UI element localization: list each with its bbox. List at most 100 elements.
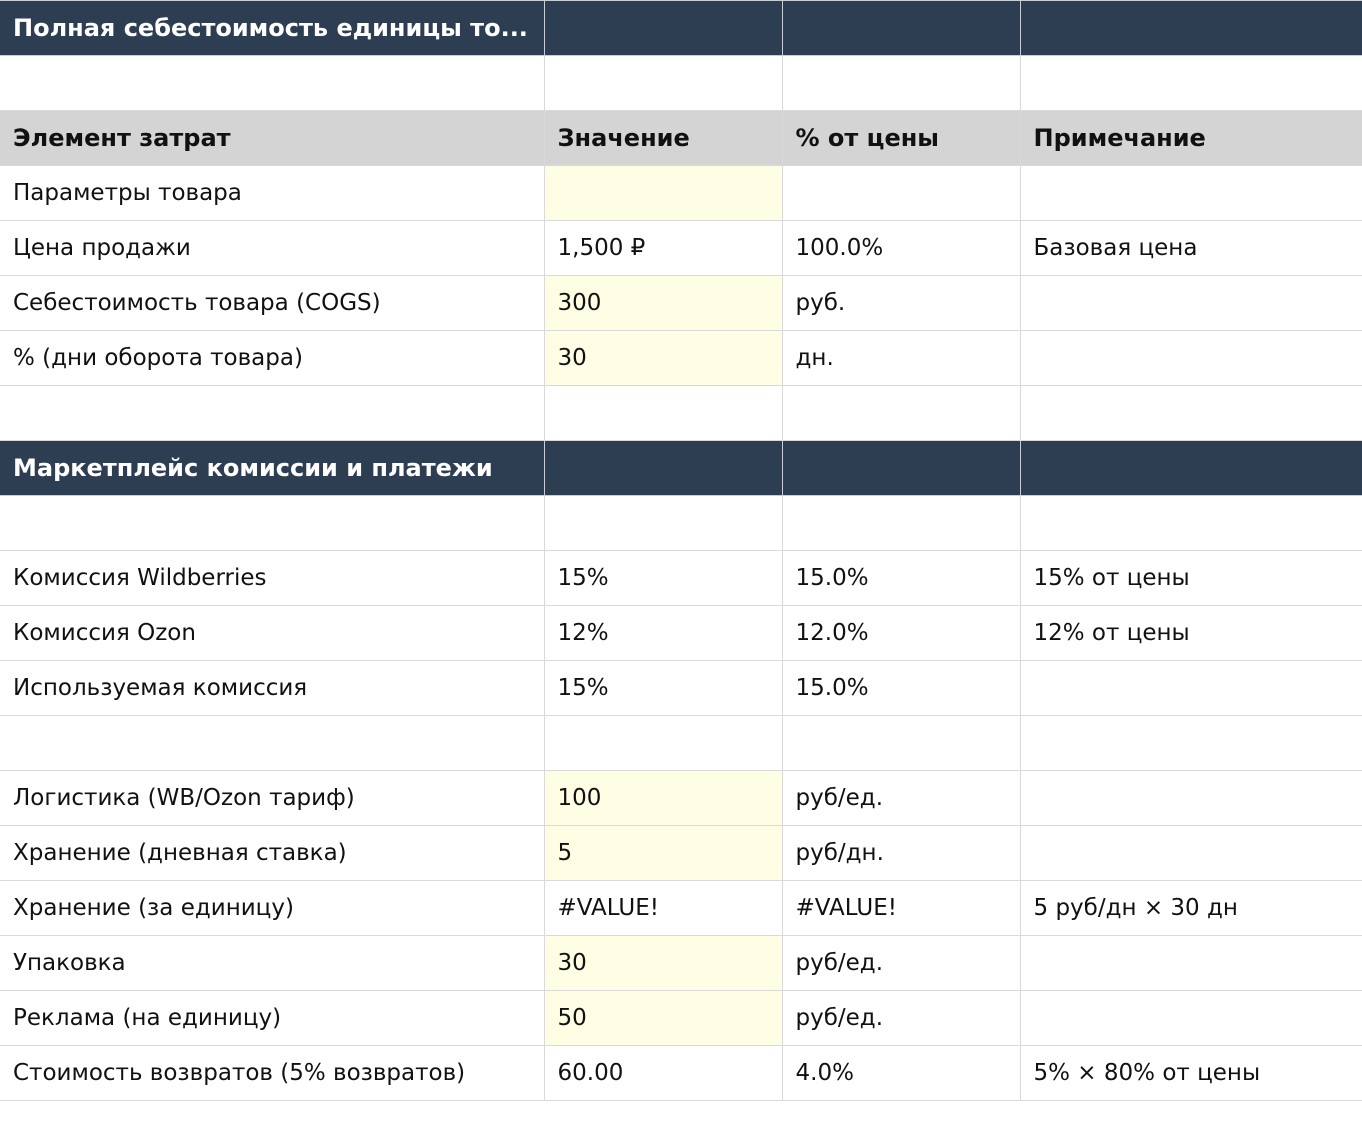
table-row: Используемая комиссия 15% 15.0% [0,660,1362,716]
price-label[interactable]: Цена продажи [0,220,545,276]
section-band-cell[interactable] [543,440,783,496]
returns-percent[interactable]: 4.0% [781,1045,1021,1101]
table-row: Комиссия Ozon 12% 12.0% 12% от цены [0,605,1362,661]
empty-row [0,385,1362,441]
returns-value[interactable]: 60.00 [543,1045,783,1101]
empty-cell[interactable] [781,165,1021,221]
table-row: Комиссия Wildberries 15% 15.0% 15% от це… [0,550,1362,606]
returns-label[interactable]: Стоимость возвратов (5% возвратов) [0,1045,545,1101]
ozon-commission-label[interactable]: Комиссия Ozon [0,605,545,661]
advertising-label[interactable]: Реклама (на единицу) [0,990,545,1046]
column-header-percent[interactable]: % от цены [781,110,1021,166]
empty-cell[interactable] [1019,330,1362,386]
storage-daily-label[interactable]: Хранение (дневная ставка) [0,825,545,881]
price-percent[interactable]: 100.0% [781,220,1021,276]
packaging-label[interactable]: Упаковка [0,935,545,991]
input-cell[interactable] [543,165,783,221]
wb-commission-note[interactable]: 15% от цены [1019,550,1362,606]
title-band-cell[interactable] [1019,0,1362,56]
title-band-cell[interactable] [543,0,783,56]
empty-cell[interactable] [543,715,783,771]
packaging-value-input[interactable]: 30 [543,935,783,991]
empty-cell[interactable] [1019,825,1362,881]
empty-cell[interactable] [1019,990,1362,1046]
used-commission-value[interactable]: 15% [543,660,783,716]
advertising-value-input[interactable]: 50 [543,990,783,1046]
section-label-product[interactable]: Параметры товара [0,165,545,221]
ozon-commission-value[interactable]: 12% [543,605,783,661]
ozon-commission-percent[interactable]: 12.0% [781,605,1021,661]
empty-cell[interactable] [0,55,545,111]
empty-cell[interactable] [1019,495,1362,551]
cogs-label[interactable]: Себестоимость товара (COGS) [0,275,545,331]
turnover-label[interactable]: % (дни оборота товара) [0,330,545,386]
empty-cell[interactable] [543,385,783,441]
storage-unit-note[interactable]: 5 руб/дн × 30 дн [1019,880,1362,936]
empty-cell[interactable] [1019,55,1362,111]
table-row: Параметры товара [0,165,1362,221]
price-note[interactable]: Базовая цена [1019,220,1362,276]
section-band-row: Маркетплейс комиссии и платежи [0,440,1362,496]
ozon-commission-note[interactable]: 12% от цены [1019,605,1362,661]
section-title-marketplace[interactable]: Маркетплейс комиссии и платежи [0,440,545,496]
empty-cell[interactable] [1019,385,1362,441]
empty-cell[interactable] [1019,275,1362,331]
section-band-cell[interactable] [1019,440,1362,496]
returns-note[interactable]: 5% × 80% от цены [1019,1045,1362,1101]
storage-unit-percent[interactable]: #VALUE! [781,880,1021,936]
empty-row [0,715,1362,771]
turnover-unit[interactable]: дн. [781,330,1021,386]
empty-cell[interactable] [543,55,783,111]
packaging-unit[interactable]: руб/ед. [781,935,1021,991]
column-header-note[interactable]: Примечание [1019,110,1362,166]
empty-cell[interactable] [543,495,783,551]
empty-cell[interactable] [1019,660,1362,716]
table-row: Себестоимость товара (COGS) 300 руб. [0,275,1362,331]
table-row: Хранение (за единицу) #VALUE! #VALUE! 5 … [0,880,1362,936]
storage-unit-label[interactable]: Хранение (за единицу) [0,880,545,936]
empty-cell[interactable] [781,495,1021,551]
empty-cell[interactable] [781,55,1021,111]
empty-cell[interactable] [0,715,545,771]
turnover-value-input[interactable]: 30 [543,330,783,386]
logistics-label[interactable]: Логистика (WB/Ozon тариф) [0,770,545,826]
wb-commission-percent[interactable]: 15.0% [781,550,1021,606]
table-row: Упаковка 30 руб/ед. [0,935,1362,991]
title-row: Полная себестоимость единицы то... [0,0,1362,56]
cogs-value-input[interactable]: 300 [543,275,783,331]
empty-row [0,495,1362,551]
logistics-value-input[interactable]: 100 [543,770,783,826]
storage-daily-value-input[interactable]: 5 [543,825,783,881]
wb-commission-value[interactable]: 15% [543,550,783,606]
empty-row [0,55,1362,111]
logistics-unit[interactable]: руб/ед. [781,770,1021,826]
table-row: Логистика (WB/Ozon тариф) 100 руб/ед. [0,770,1362,826]
cogs-unit[interactable]: руб. [781,275,1021,331]
storage-unit-value[interactable]: #VALUE! [543,880,783,936]
used-commission-percent[interactable]: 15.0% [781,660,1021,716]
table-row: Цена продажи 1,500 ₽ 100.0% Базовая цена [0,220,1362,276]
empty-cell[interactable] [0,385,545,441]
empty-cell[interactable] [1019,770,1362,826]
price-value[interactable]: 1,500 ₽ [543,220,783,276]
sheet-title-cell[interactable]: Полная себестоимость единицы то... [0,0,545,56]
empty-cell[interactable] [1019,935,1362,991]
title-band-cell[interactable] [781,0,1021,56]
empty-cell[interactable] [1019,165,1362,221]
empty-cell[interactable] [0,495,545,551]
used-commission-label[interactable]: Используемая комиссия [0,660,545,716]
table-row: Стоимость возвратов (5% возвратов) 60.00… [0,1045,1362,1101]
storage-daily-unit[interactable]: руб/дн. [781,825,1021,881]
table-row: % (дни оборота товара) 30 дн. [0,330,1362,386]
empty-cell[interactable] [1019,715,1362,771]
advertising-unit[interactable]: руб/ед. [781,990,1021,1046]
wb-commission-label[interactable]: Комиссия Wildberries [0,550,545,606]
column-header-element[interactable]: Элемент затрат [0,110,545,166]
section-band-cell[interactable] [781,440,1021,496]
table-row: Хранение (дневная ставка) 5 руб/дн. [0,825,1362,881]
column-header-value[interactable]: Значение [543,110,783,166]
empty-cell[interactable] [781,715,1021,771]
empty-cell[interactable] [781,385,1021,441]
